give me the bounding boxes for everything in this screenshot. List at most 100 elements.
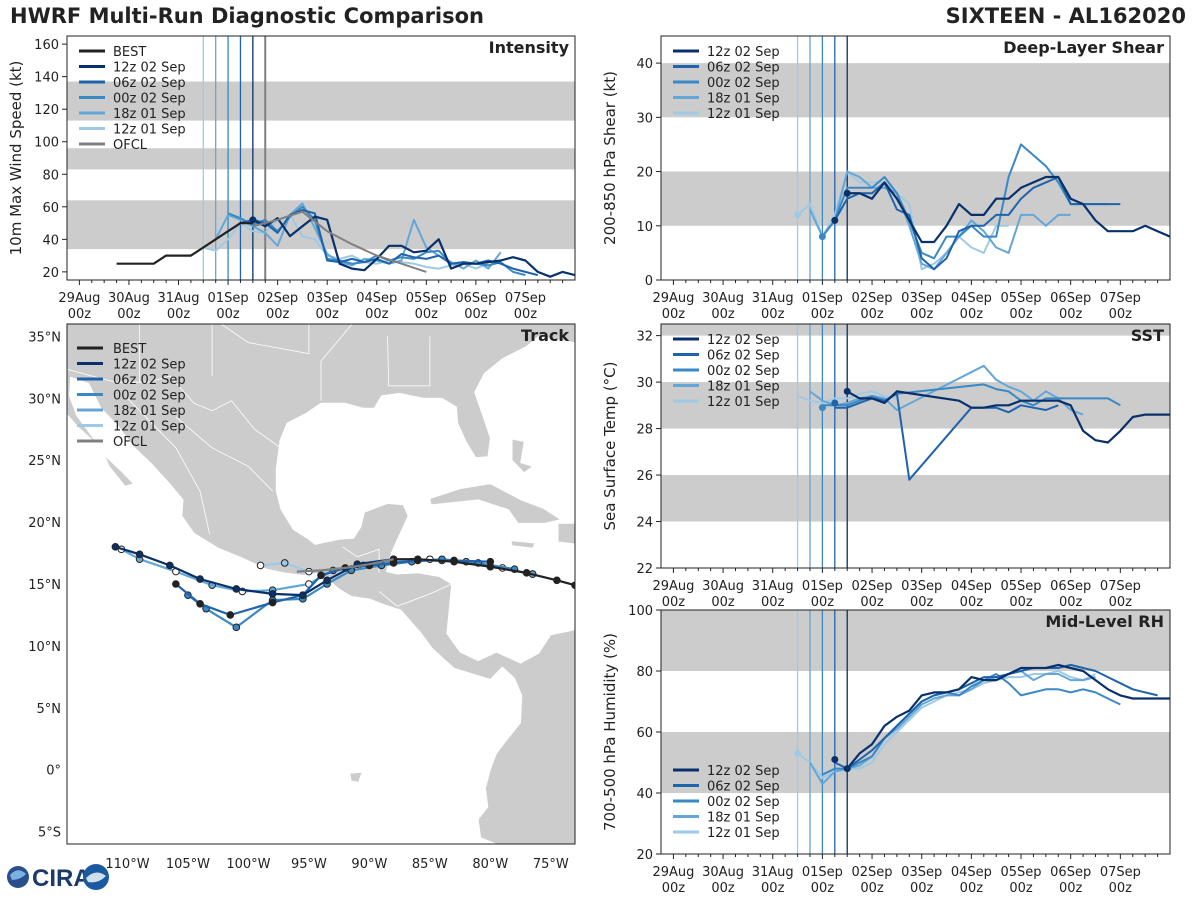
intensity-xtick-label-time: 00z: [415, 307, 439, 322]
rh-ylabel: 700-500 hPa Humidity (%): [601, 633, 619, 831]
rh-ytick-label: 60: [636, 726, 653, 741]
shear-ytick-label: 10: [636, 220, 653, 235]
rh-marker-2: [843, 765, 851, 773]
rh-xtick-label-time: 00z: [662, 881, 686, 896]
cira-logo: CIRA: [4, 860, 114, 898]
intensity-xtick-label-time: 00z: [216, 307, 240, 322]
intensity-xtick-label-time: 00z: [365, 307, 389, 322]
shear-ytick-label: 0: [645, 274, 653, 289]
track-lon-label: 110°W: [105, 857, 149, 872]
track-point-12z-01-sep: [256, 561, 265, 570]
shear-xtick-label: 07Sep: [1100, 291, 1141, 306]
track-point-best: [522, 569, 531, 577]
rh-xtick-label-time: 00z: [860, 881, 884, 896]
sst-xtick-label: 02Sep: [852, 579, 893, 594]
intensity-xtick-label: 01Sep: [208, 291, 249, 306]
mexico-state-border-1: [175, 416, 273, 492]
track-lon-label: 100°W: [226, 857, 270, 872]
shear-xtick-label-time: 00z: [811, 307, 835, 322]
shear-xtick-label: 29Aug: [652, 291, 694, 306]
intensity-title: Intensity: [489, 38, 570, 57]
rh-xtick-label-time: 00z: [1009, 881, 1033, 896]
track-point-06z-02-sep: [226, 611, 235, 619]
us-mexico-border: [67, 368, 283, 450]
track-lat-label: 5°S: [38, 826, 61, 841]
intensity-legend-label: 06z 02 Sep: [113, 76, 186, 91]
rh-title: Mid-Level RH: [1045, 612, 1164, 631]
sst-ytick-label: 22: [636, 562, 653, 577]
sst-ytick-label: 32: [636, 330, 653, 345]
sst-xtick-label: 03Sep: [901, 579, 942, 594]
honduras-border: [378, 583, 452, 607]
rh-ytick-label: 80: [636, 665, 653, 680]
shear-xtick-label: 30Aug: [702, 291, 744, 306]
track-point-best: [571, 581, 575, 590]
sst-xtick-label: 30Aug: [702, 579, 744, 594]
intensity-ytick-label: 60: [42, 201, 59, 216]
track-point-12z-02-sep: [135, 550, 144, 559]
track-point-12z-02-sep: [166, 561, 174, 570]
intensity-legend-label: 12z 02 Sep: [113, 61, 186, 76]
shear-xtick-label-time: 00z: [860, 307, 884, 322]
shear-xtick-label: 02Sep: [852, 291, 893, 306]
rh-xtick-label-time: 00z: [1059, 881, 1083, 896]
shear-band-1: [661, 63, 1170, 118]
rh-xtick-label: 02Sep: [852, 865, 893, 880]
intensity-band-1: [67, 148, 575, 170]
track-point-12z-02-sep: [232, 585, 241, 593]
north-america-land: [67, 324, 575, 844]
shear-xtick-label-time: 00z: [1059, 307, 1083, 322]
rh-xtick-label: 03Sep: [901, 865, 942, 880]
intensity-legend-label: 18z 01 Sep: [113, 107, 186, 122]
hispaniola-land: [557, 522, 575, 545]
storm-title: SIXTEEN - AL162020: [945, 4, 1186, 28]
sst-frame: [660, 323, 1171, 569]
sst-series-12z-01-sep: [797, 390, 898, 404]
panel-shear: 01020304029Aug00z30Aug00z31Aug00z01Sep00…: [601, 35, 1171, 322]
shear-legend-label: 00z 02 Sep: [707, 76, 780, 91]
page-title: HWRF Multi-Run Diagnostic Comparison: [10, 4, 485, 28]
intensity-xtick-label-time: 00z: [316, 307, 340, 322]
shear-xtick-label-time: 00z: [1009, 307, 1033, 322]
track-legend-label: 12z 01 Sep: [113, 420, 186, 435]
shear-marker-1: [831, 216, 839, 224]
intensity-legend-label: BEST: [113, 45, 146, 60]
intensity-xtick-label: 05Sep: [406, 291, 447, 306]
shear-marker-3: [794, 211, 802, 219]
rh-series-12z-02-sep: [846, 663, 1170, 770]
shear-xtick-label: 03Sep: [901, 291, 942, 306]
sst-xtick-label-time: 00z: [662, 595, 686, 610]
track-lon-label: 85°W: [412, 857, 448, 872]
shear-xtick-label-time: 00z: [711, 307, 735, 322]
track-legend-label: 12z 02 Sep: [113, 358, 186, 373]
sst-xtick-label-time: 00z: [960, 595, 984, 610]
sst-legend-label: 00z 02 Sep: [707, 364, 780, 379]
sst-legend-label: 12z 02 Sep: [707, 333, 780, 348]
rh-xtick-label-time: 00z: [811, 881, 835, 896]
track-lat-label: 10°N: [28, 640, 61, 655]
rh-xtick-label: 04Sep: [951, 865, 992, 880]
rh-xtick-label-time: 00z: [960, 881, 984, 896]
shear-series-12z-02-sep: [847, 175, 1170, 244]
track-12z-02-sep: [115, 545, 394, 597]
intensity-xtick-label-time: 00z: [514, 307, 538, 322]
track-title: Track: [521, 326, 569, 345]
sst-plot-area: [661, 324, 1170, 568]
shear-xtick-label: 31Aug: [752, 291, 794, 306]
sst-legend-label: 06z 02 Sep: [707, 349, 780, 364]
track-point-best: [553, 576, 561, 585]
shear-marker-2: [818, 233, 826, 241]
intensity-xtick-label: 29Aug: [58, 291, 100, 306]
shear-xtick-label: 01Sep: [802, 291, 843, 306]
mexico-state-border-2: [127, 398, 211, 535]
shear-ytick-label: 40: [636, 57, 653, 72]
intensity-series-ofcl: [252, 210, 427, 273]
intensity-series-best: [116, 222, 253, 265]
track-lat-label: 5°N: [37, 702, 62, 717]
track-lat-label: 25°N: [28, 454, 61, 469]
rh-legend-label: 12z 01 Sep: [707, 826, 780, 841]
track-point-12z-02-sep: [111, 543, 120, 551]
shear-xtick-label: 06Sep: [1050, 291, 1091, 306]
intensity-xtick-label: 02Sep: [257, 291, 298, 306]
track-lon-label: 95°W: [291, 857, 327, 872]
